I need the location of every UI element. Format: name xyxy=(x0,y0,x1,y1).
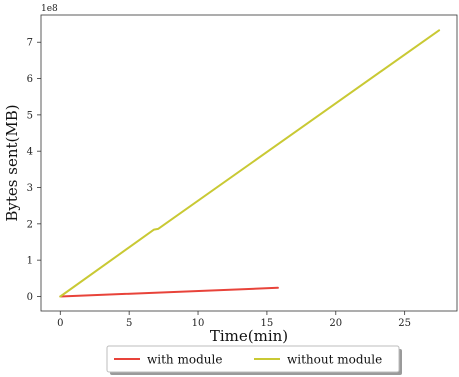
y-tick-label: 6 xyxy=(27,74,33,85)
x-tick-label: 20 xyxy=(329,318,342,329)
y-tick-label: 4 xyxy=(27,147,33,158)
x-tick-label: 5 xyxy=(126,318,132,329)
legend-label-0: with module xyxy=(147,353,222,367)
x-axis-label: Time(min) xyxy=(210,327,288,345)
series-lines xyxy=(59,29,441,298)
x-tick-label: 25 xyxy=(398,318,411,329)
legend: with module without module xyxy=(106,345,402,375)
y-axis-label: Bytes sent(MB) xyxy=(3,104,21,221)
x-tick-label: 15 xyxy=(261,318,274,329)
y-axis-ticks: 0 1 2 3 4 5 6 7 xyxy=(27,38,41,303)
y-tick-label: 3 xyxy=(27,183,33,194)
x-tick-label: 10 xyxy=(192,318,205,329)
y-offset-label: 1e8 xyxy=(41,4,58,14)
y-tick-label: 0 xyxy=(27,292,33,303)
legend-label-1: without module xyxy=(287,353,382,367)
legend-items: with module without module xyxy=(114,353,382,367)
y-tick-label: 1 xyxy=(27,256,33,267)
series-line-0 xyxy=(59,286,279,298)
x-axis-ticks: 0 5 10 15 20 25 xyxy=(57,311,411,329)
x-tick-label: 0 xyxy=(57,318,63,329)
series-line-1 xyxy=(59,29,441,298)
y-tick-label: 5 xyxy=(27,110,33,121)
legend-box xyxy=(106,345,400,373)
y-tick-label: 2 xyxy=(27,219,33,230)
y-tick-label: 7 xyxy=(27,38,33,49)
